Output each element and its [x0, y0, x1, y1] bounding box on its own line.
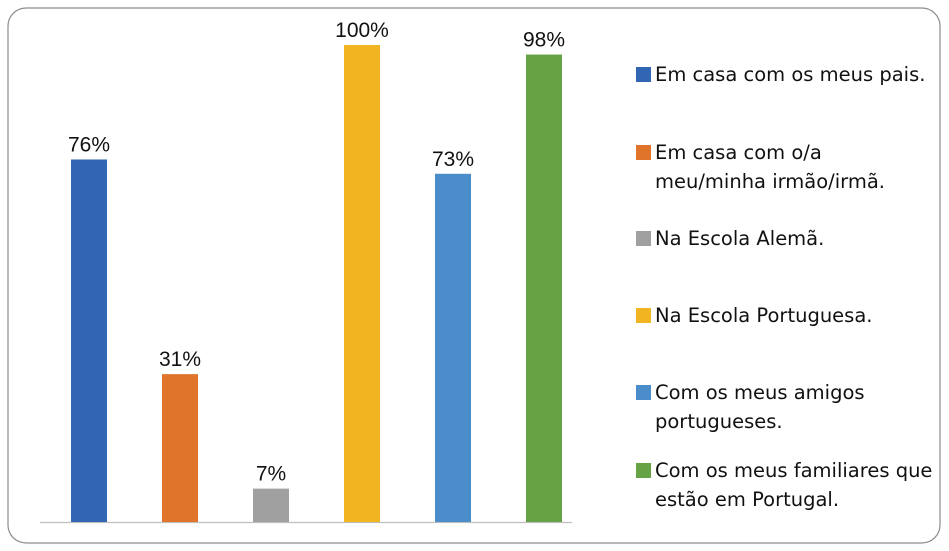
- legend-item: Na Escola Portuguesa.: [636, 301, 936, 330]
- legend-label: Em casa com os meus pais.: [655, 63, 926, 86]
- legend-swatch: [636, 463, 651, 478]
- bar: [526, 54, 562, 522]
- legend-item: Em casa com os meus pais.: [636, 60, 936, 89]
- legend-label: Com os meus amigos portugueses.: [655, 381, 865, 433]
- legend-swatch: [636, 385, 651, 400]
- legend-item: Com os meus familiares que estão em Port…: [636, 456, 936, 514]
- bar: [162, 374, 198, 522]
- data-label: 73%: [432, 148, 474, 171]
- bar: [344, 45, 380, 522]
- legend-label: Na Escola Alemã.: [655, 227, 825, 250]
- legend-label: Na Escola Portuguesa.: [655, 304, 873, 327]
- legend-item: Na Escola Alemã.: [636, 224, 936, 253]
- legend-label: Com os meus familiares que estão em Port…: [655, 459, 933, 511]
- legend-swatch: [636, 308, 651, 323]
- legend-item: Com os meus amigos portugueses.: [636, 378, 936, 436]
- data-label: 76%: [68, 133, 110, 156]
- data-label: 7%: [256, 463, 286, 486]
- legend-label: Em casa com o/a meu/minha irmão/irmã.: [655, 141, 885, 193]
- data-label: 31%: [159, 348, 201, 371]
- legend-swatch: [636, 231, 651, 246]
- legend-swatch: [636, 67, 651, 82]
- bar: [435, 173, 471, 523]
- data-label: 100%: [335, 19, 389, 42]
- chart-frame: [7, 7, 941, 544]
- legend-item: Em casa com o/a meu/minha irmão/irmã.: [636, 138, 936, 196]
- legend-swatch: [636, 145, 651, 160]
- bar: [253, 488, 289, 522]
- bar: [71, 159, 107, 523]
- data-label: 98%: [523, 29, 565, 52]
